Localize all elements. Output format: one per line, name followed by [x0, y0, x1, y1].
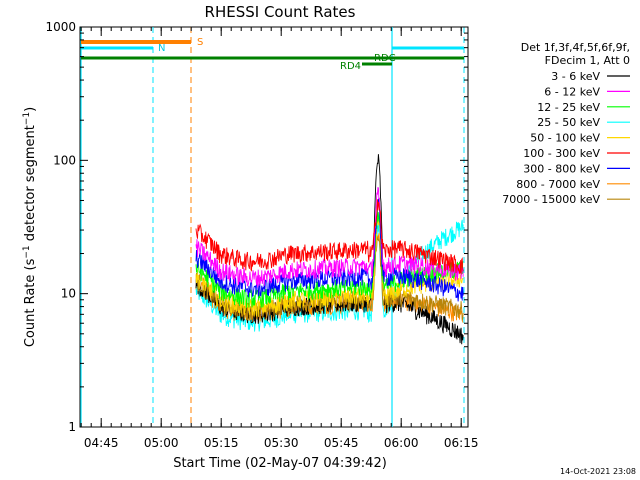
series-line: [195, 199, 464, 275]
legend-entry-label: 12 - 25 keV: [537, 101, 600, 114]
legend-entry-label: 50 - 100 keV: [530, 132, 600, 145]
rd4-label: RD4: [340, 61, 361, 72]
legend-entry-label: 300 - 800 keV: [523, 162, 600, 175]
y-tick-label: 1000: [45, 20, 76, 34]
x-tick-label: 05:15: [204, 436, 239, 450]
x-tick-label: 06:15: [444, 436, 479, 450]
status-bars: S N RDC RD4: [81, 37, 464, 72]
legend-entry-label: 7000 - 15000 keV: [502, 193, 600, 206]
legend-entry-label: 3 - 6 keV: [551, 70, 600, 83]
y-axis-label: Count Rate (s−1 detector segment−1): [22, 107, 38, 347]
legend-entry-label: 800 - 7000 keV: [516, 178, 600, 191]
footer-timestamp: 14-Oct-2021 23:08: [560, 467, 636, 476]
legend-entry-label: 100 - 300 keV: [523, 147, 600, 160]
y-tick-label: 100: [53, 153, 76, 167]
x-tick-label: 05:00: [144, 436, 179, 450]
chart-title: RHESSI Count Rates: [205, 3, 356, 21]
legend-header-1: Det 1f,3f,4f,5f,6f,9f,: [521, 41, 630, 54]
x-tick-label: 06:00: [384, 436, 419, 450]
x-axis: 04:45 05:00 05:15 05:30 05:45 06:00 06:15: [80, 27, 479, 450]
event-markers: [80, 27, 465, 427]
series-line: [195, 212, 464, 317]
legend-header-2: FDecim 1, Att 0: [545, 54, 630, 67]
series-line: [195, 198, 464, 302]
rdc-label: RDC: [374, 53, 396, 64]
y-axis: 1 10 100 1000: [45, 20, 468, 434]
x-axis-label: Start Time (02-May-07 04:39:42): [173, 456, 387, 471]
x-tick-label: 05:45: [324, 436, 359, 450]
legend: Det 1f,3f,4f,5f,6f,9f, FDecim 1, Att 0 3…: [502, 41, 630, 206]
y-tick-label: 1: [68, 420, 76, 434]
legend-entry-label: 25 - 50 keV: [537, 116, 600, 129]
attenuator-s-label: S: [197, 37, 203, 48]
x-tick-label: 04:45: [84, 436, 119, 450]
series-layer: [195, 154, 464, 345]
plot-frame: [79, 26, 469, 428]
x-tick-label: 05:30: [264, 436, 299, 450]
series-line: [195, 186, 464, 288]
legend-entry-label: 6 - 12 keV: [544, 85, 600, 98]
y-tick-label: 10: [61, 287, 76, 301]
night-label: N: [158, 43, 165, 54]
